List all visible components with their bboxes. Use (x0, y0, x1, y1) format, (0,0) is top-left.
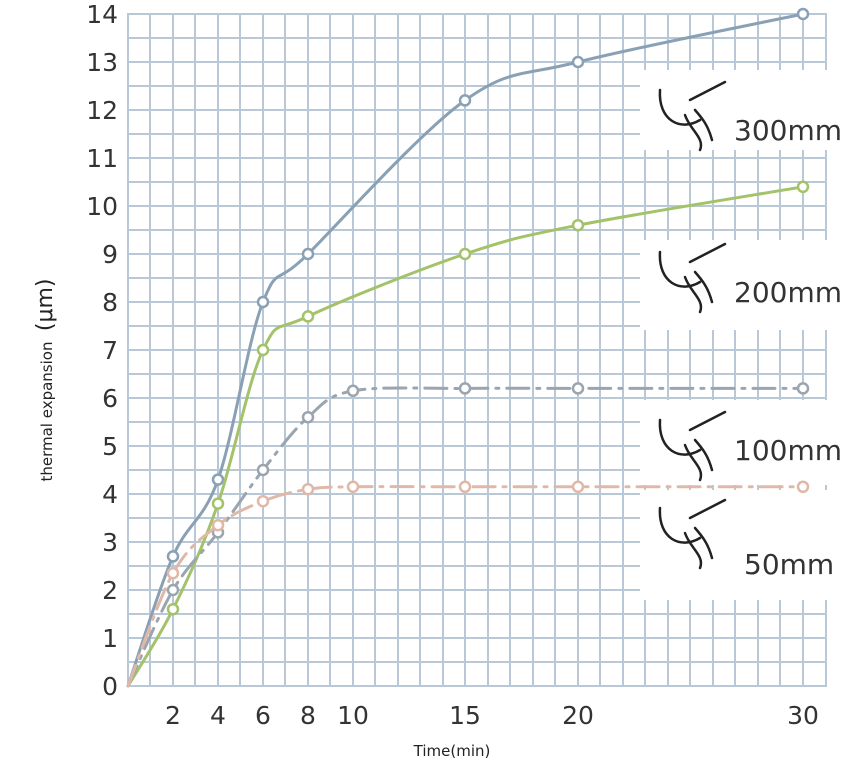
data-point (346, 384, 360, 398)
micrometer-spindle (688, 242, 727, 264)
y-tick-label: 10 (86, 192, 118, 221)
micrometer-in-hand-icon (658, 242, 727, 314)
hand-finger (693, 438, 714, 472)
data-point (458, 480, 472, 494)
x-tick-label: 20 (562, 701, 594, 730)
micrometer-in-hand-icon (658, 498, 727, 570)
y-tick-label: 4 (102, 480, 118, 509)
series-icons: 300mm 200mm 100mm 50mm (658, 80, 842, 581)
micrometer-frame (658, 506, 702, 544)
series-label-100mm: 100mm (734, 434, 842, 467)
y-tick-label: 11 (86, 144, 118, 173)
micrometer-spindle (688, 410, 727, 432)
y-axis-unit: (μm) (33, 278, 58, 331)
hand-outline (683, 275, 703, 314)
data-point (256, 494, 270, 508)
y-tick-label: 13 (86, 48, 118, 77)
data-point (796, 480, 810, 494)
x-tick-label: 30 (787, 701, 819, 730)
data-point (571, 480, 585, 494)
data-point (256, 295, 270, 309)
data-point (256, 463, 270, 477)
data-point (166, 566, 180, 580)
chart-series (126, 7, 810, 688)
y-axis-label-text: thermal expansion (μm) (33, 278, 58, 481)
y-tick-label: 3 (102, 528, 118, 557)
data-point (301, 310, 315, 323)
data-point (458, 382, 472, 395)
y-axis-label: thermal expansion (38, 342, 56, 482)
data-point (166, 583, 180, 597)
data-point (301, 247, 315, 261)
data-point (796, 7, 810, 21)
micrometer-frame (658, 250, 702, 288)
label-backdrop (640, 490, 840, 600)
x-tick-label: 15 (449, 701, 481, 730)
data-point (301, 410, 315, 424)
micrometer-in-hand-icon (658, 80, 727, 152)
micrometer-spindle (688, 80, 727, 102)
data-point (211, 518, 225, 532)
y-tick-label: 8 (102, 288, 118, 317)
data-point (166, 602, 180, 616)
x-tick-label: 10 (337, 701, 369, 730)
x-tick-label: 6 (255, 701, 271, 730)
y-tick-label: 9 (102, 240, 118, 269)
hand-finger (693, 526, 714, 560)
data-point (796, 382, 810, 395)
y-axis-label-group: thermal expansion (μm) (33, 278, 58, 481)
hand-finger (693, 108, 714, 142)
series-label-50mm: 50mm (744, 548, 834, 581)
data-point (166, 550, 180, 563)
hand-outline (683, 531, 703, 570)
hand-finger (693, 270, 714, 304)
data-point (571, 55, 585, 69)
data-point (571, 218, 585, 232)
data-point (571, 382, 585, 395)
label-backdrop (640, 70, 840, 150)
data-point (796, 180, 810, 194)
micrometer-frame (658, 88, 702, 126)
series-200mm (126, 180, 810, 688)
micrometer-spindle (688, 498, 727, 520)
x-tick-labels: 2 4 6 8 10 15 20 30 (165, 701, 819, 730)
x-tick-label: 4 (210, 701, 226, 730)
y-tick-label: 6 (102, 384, 118, 413)
y-tick-label: 1 (102, 624, 118, 653)
y-tick-label: 0 (102, 672, 118, 701)
data-point (211, 497, 225, 510)
chart-grid (127, 13, 840, 687)
series-label-200mm: 200mm (734, 276, 842, 309)
data-point (256, 343, 270, 357)
data-point (211, 473, 225, 486)
series-300mm (126, 7, 810, 688)
micrometer-frame (658, 418, 702, 456)
x-tick-label: 8 (300, 701, 316, 730)
data-point (301, 482, 315, 496)
hand-outline (683, 443, 703, 482)
label-backdrop (640, 400, 840, 485)
micrometer-in-hand-icon (658, 410, 727, 482)
data-point (346, 480, 360, 494)
data-point (458, 247, 472, 261)
y-tick-label: 2 (102, 576, 118, 605)
series-label-300mm: 300mm (734, 114, 842, 147)
series-50mm (126, 480, 810, 688)
y-tick-label: 14 (86, 0, 118, 29)
y-tick-label: 12 (86, 96, 118, 125)
data-point (458, 94, 472, 107)
x-tick-label: 2 (165, 701, 181, 730)
y-tick-label: 7 (102, 336, 118, 365)
hand-outline (683, 113, 703, 152)
y-tick-label: 5 (102, 432, 118, 461)
x-axis-label: Time(min) (413, 742, 491, 760)
